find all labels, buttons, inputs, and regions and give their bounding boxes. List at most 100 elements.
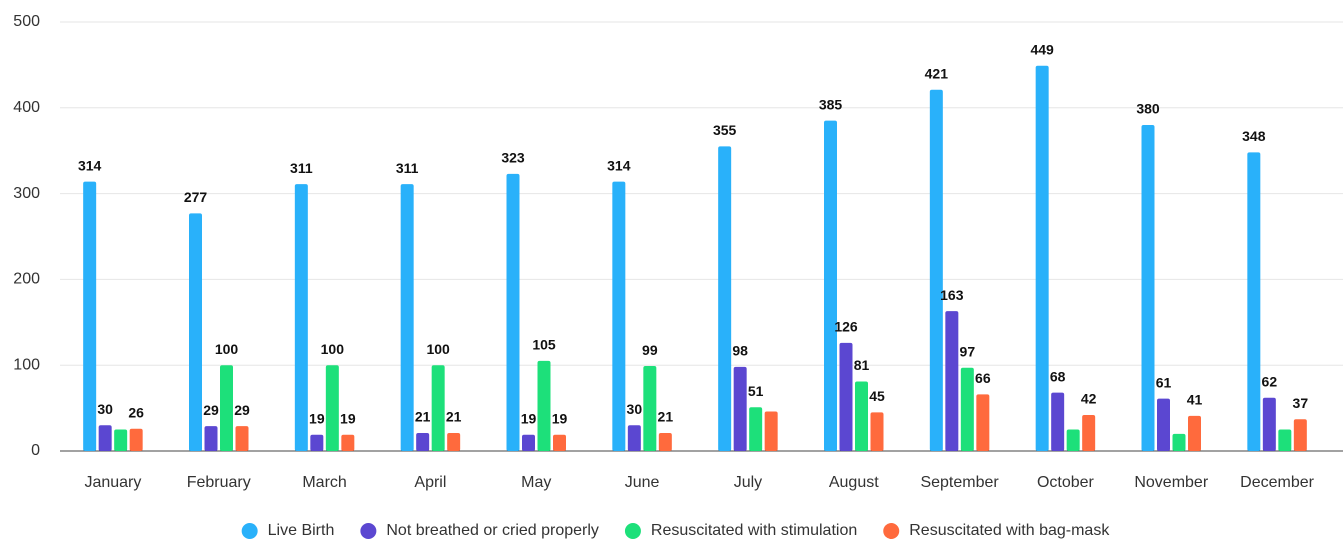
bar [718, 146, 732, 451]
bar [553, 434, 566, 451]
value-label: 30 [97, 401, 113, 417]
bar [976, 394, 990, 451]
bar [1172, 433, 1186, 451]
bar [658, 432, 672, 451]
bar [643, 366, 657, 451]
y-tick-label: 500 [13, 13, 40, 30]
bar [416, 432, 430, 451]
bar [1066, 429, 1080, 451]
legend-item[interactable]: Resuscitated with bag-mask [883, 522, 1110, 539]
value-label: 100 [426, 341, 450, 357]
bar [945, 311, 959, 451]
legend-marker [624, 523, 641, 539]
value-label: 314 [78, 157, 102, 173]
value-label: 105 [532, 337, 556, 353]
x-tick-label: January [84, 474, 141, 491]
bar [855, 381, 868, 451]
value-label: 21 [415, 409, 431, 425]
legend-label: Resuscitated with bag-mask [909, 522, 1110, 539]
bar [220, 365, 233, 451]
bar [733, 366, 747, 451]
x-tick-label: August [829, 474, 879, 491]
y-tick-label: 400 [13, 99, 40, 116]
x-tick-label: June [625, 474, 660, 491]
value-label: 19 [552, 410, 568, 426]
value-label: 45 [869, 388, 885, 404]
x-tick-label: October [1037, 474, 1095, 491]
value-label: 66 [975, 370, 991, 386]
bar [98, 425, 112, 451]
value-label: 68 [1050, 368, 1066, 384]
y-tick-label: 200 [13, 271, 40, 288]
bar [749, 407, 763, 451]
x-tick-label: July [734, 474, 762, 491]
value-label: 421 [925, 65, 949, 81]
value-label: 380 [1136, 101, 1160, 117]
x-tick-label: November [1134, 474, 1208, 491]
x-tick-label: March [302, 474, 346, 491]
value-label: 348 [1242, 128, 1266, 144]
bar [129, 428, 143, 451]
value-label: 29 [234, 402, 250, 418]
bar [627, 425, 641, 451]
legend-label: Not breathed or cried properly [386, 522, 599, 539]
bar [537, 360, 551, 451]
bar [960, 367, 974, 451]
legend-marker [241, 523, 258, 539]
bar [612, 181, 626, 451]
bar [1188, 415, 1201, 451]
legend-item[interactable]: Live Birth [241, 522, 335, 539]
bar [83, 181, 97, 451]
bar [522, 434, 535, 451]
y-tick-label: 0 [31, 442, 40, 459]
x-tick-label: April [414, 474, 446, 491]
bar [294, 184, 308, 452]
bar [447, 432, 461, 451]
value-label: 30 [627, 401, 643, 417]
value-label: 19 [309, 410, 325, 426]
bar [325, 365, 339, 451]
bar [1141, 124, 1155, 452]
bar [114, 429, 128, 451]
bar [1051, 392, 1065, 451]
bar [839, 342, 853, 451]
bar [1082, 414, 1096, 451]
x-tick-label: February [187, 474, 251, 491]
bar [1157, 398, 1170, 451]
bar [310, 434, 324, 451]
y-tick-label: 300 [13, 185, 40, 202]
value-label: 311 [290, 160, 313, 176]
value-label: 29 [203, 402, 219, 418]
value-label: 41 [1187, 392, 1203, 408]
legend-marker [883, 523, 900, 539]
bar [1035, 65, 1049, 452]
bar [870, 412, 884, 451]
value-label: 449 [1030, 41, 1054, 57]
value-label: 19 [340, 410, 356, 426]
value-label: 21 [446, 409, 462, 425]
bar [929, 89, 943, 452]
bar [764, 411, 778, 451]
legend-item[interactable]: Not breathed or cried properly [360, 522, 599, 539]
bar [506, 173, 520, 451]
value-label: 51 [748, 383, 764, 399]
x-tick-label: May [521, 474, 551, 491]
value-label: 62 [1262, 374, 1278, 390]
bar [204, 426, 218, 451]
legend-item[interactable]: Resuscitated with stimulation [624, 522, 857, 539]
value-label: 126 [834, 319, 858, 335]
value-label: 19 [521, 410, 537, 426]
x-tick-label: December [1240, 474, 1314, 491]
bar [1293, 419, 1307, 451]
value-label: 100 [215, 341, 239, 357]
value-label: 323 [501, 150, 525, 166]
value-label: 26 [128, 404, 144, 420]
bar [1247, 152, 1261, 451]
value-label: 355 [713, 122, 737, 138]
legend-label: Live Birth [268, 522, 335, 539]
value-label: 385 [819, 96, 843, 112]
legend-marker [360, 523, 377, 539]
bar [189, 213, 202, 451]
bar [1262, 397, 1276, 451]
